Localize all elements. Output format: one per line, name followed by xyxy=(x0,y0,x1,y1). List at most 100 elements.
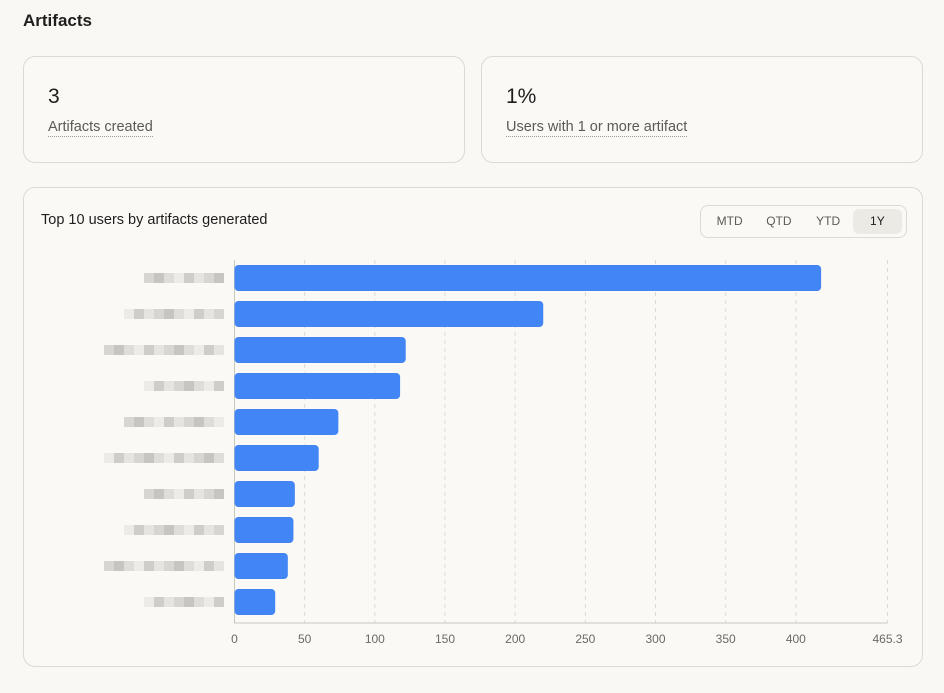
bar xyxy=(234,553,288,579)
x-tick-label: 0 xyxy=(231,632,238,646)
redacted-user-label xyxy=(104,345,224,355)
redacted-pixel xyxy=(214,273,224,283)
redacted-pixel xyxy=(124,417,134,427)
redacted-pixel xyxy=(164,417,174,427)
bar xyxy=(234,517,294,543)
redacted-pixel xyxy=(144,309,154,319)
x-tick-label: 50 xyxy=(298,632,312,646)
bar-chart: 0 50 100 150 200 250 300 350 400 465.3 xyxy=(104,260,903,646)
x-tick-label: 465.3 xyxy=(872,632,902,646)
redacted-pixel xyxy=(114,345,124,355)
redacted-pixel xyxy=(174,453,184,463)
redacted-pixel xyxy=(214,417,224,427)
redacted-pixel xyxy=(214,561,224,571)
redacted-pixel xyxy=(184,489,194,499)
redacted-pixel xyxy=(144,381,154,391)
redacted-user-label xyxy=(104,561,224,571)
redacted-pixel xyxy=(204,489,214,499)
redacted-pixel xyxy=(194,381,204,391)
redacted-pixel xyxy=(204,309,214,319)
redacted-pixel xyxy=(154,489,164,499)
x-tick-label: 200 xyxy=(505,632,525,646)
chart-title: Top 10 users by artifacts generated xyxy=(41,212,268,228)
redacted-pixel xyxy=(204,345,214,355)
redacted-pixel xyxy=(174,345,184,355)
redacted-pixel xyxy=(174,561,184,571)
stat-label[interactable]: Users with 1 or more artifact xyxy=(506,119,688,137)
stat-card-artifacts-created: 3 Artifacts created xyxy=(23,56,465,163)
redacted-pixel xyxy=(134,453,144,463)
bar xyxy=(234,301,544,327)
redacted-pixel xyxy=(124,525,134,535)
redacted-pixel xyxy=(194,345,204,355)
redacted-pixel xyxy=(154,381,164,391)
redacted-pixel xyxy=(194,489,204,499)
redacted-pixel xyxy=(184,453,194,463)
redacted-pixel xyxy=(204,453,214,463)
redacted-user-label xyxy=(144,273,224,283)
redacted-pixel xyxy=(184,417,194,427)
redacted-pixel xyxy=(214,597,224,607)
bar xyxy=(234,589,276,615)
range-btn-mtd[interactable]: MTD xyxy=(716,214,743,228)
redacted-pixel xyxy=(174,597,184,607)
redacted-pixel xyxy=(164,561,174,571)
redacted-pixel xyxy=(204,417,214,427)
redacted-pixel xyxy=(134,561,144,571)
redacted-pixel xyxy=(214,525,224,535)
range-btn-ytd[interactable]: YTD xyxy=(816,214,841,228)
redacted-pixel xyxy=(134,345,144,355)
redacted-pixel xyxy=(164,489,174,499)
redacted-pixel xyxy=(144,525,154,535)
redacted-pixel xyxy=(104,561,114,571)
redacted-pixel xyxy=(174,273,184,283)
bar xyxy=(234,337,406,363)
redacted-pixel xyxy=(164,345,174,355)
stat-value: 1% xyxy=(506,85,537,108)
redacted-pixel xyxy=(194,309,204,319)
redacted-pixel xyxy=(144,489,154,499)
chart-card: Top 10 users by artifacts generated MTD … xyxy=(23,187,923,667)
x-tick-label: 300 xyxy=(646,632,666,646)
redacted-pixel xyxy=(104,453,114,463)
redacted-pixel xyxy=(114,561,124,571)
redacted-pixel xyxy=(184,561,194,571)
bar xyxy=(234,409,339,435)
redacted-pixel xyxy=(164,309,174,319)
range-btn-1y[interactable]: 1Y xyxy=(852,209,902,234)
stat-label[interactable]: Artifacts created xyxy=(48,119,153,137)
redacted-pixel xyxy=(204,561,214,571)
redacted-user-label xyxy=(124,417,224,427)
range-btn-qtd[interactable]: QTD xyxy=(766,214,792,228)
redacted-pixel xyxy=(164,525,174,535)
redacted-pixel xyxy=(164,273,174,283)
redacted-pixel xyxy=(194,417,204,427)
redacted-pixel xyxy=(204,273,214,283)
redacted-pixel xyxy=(194,525,204,535)
bar xyxy=(234,445,319,471)
redacted-pixel xyxy=(134,309,144,319)
redacted-pixel xyxy=(194,453,204,463)
redacted-pixel xyxy=(144,345,154,355)
redacted-pixel xyxy=(214,345,224,355)
redacted-pixel xyxy=(174,417,184,427)
redacted-pixel xyxy=(124,561,134,571)
redacted-user-label xyxy=(104,453,224,463)
redacted-user-label xyxy=(124,309,224,319)
redacted-pixel xyxy=(144,417,154,427)
redacted-pixel xyxy=(204,381,214,391)
redacted-pixel xyxy=(194,273,204,283)
redacted-pixel xyxy=(184,309,194,319)
bar xyxy=(234,265,822,291)
redacted-pixel xyxy=(154,453,164,463)
redacted-pixel xyxy=(154,309,164,319)
redacted-pixel xyxy=(134,417,144,427)
bar xyxy=(234,373,401,399)
redacted-pixel xyxy=(184,381,194,391)
stat-card-users-with-artifact: 1% Users with 1 or more artifact xyxy=(481,56,923,163)
redacted-pixel xyxy=(194,597,204,607)
redacted-pixel xyxy=(174,525,184,535)
x-tick-label: 350 xyxy=(716,632,736,646)
redacted-pixel xyxy=(154,597,164,607)
redacted-pixel xyxy=(164,381,174,391)
